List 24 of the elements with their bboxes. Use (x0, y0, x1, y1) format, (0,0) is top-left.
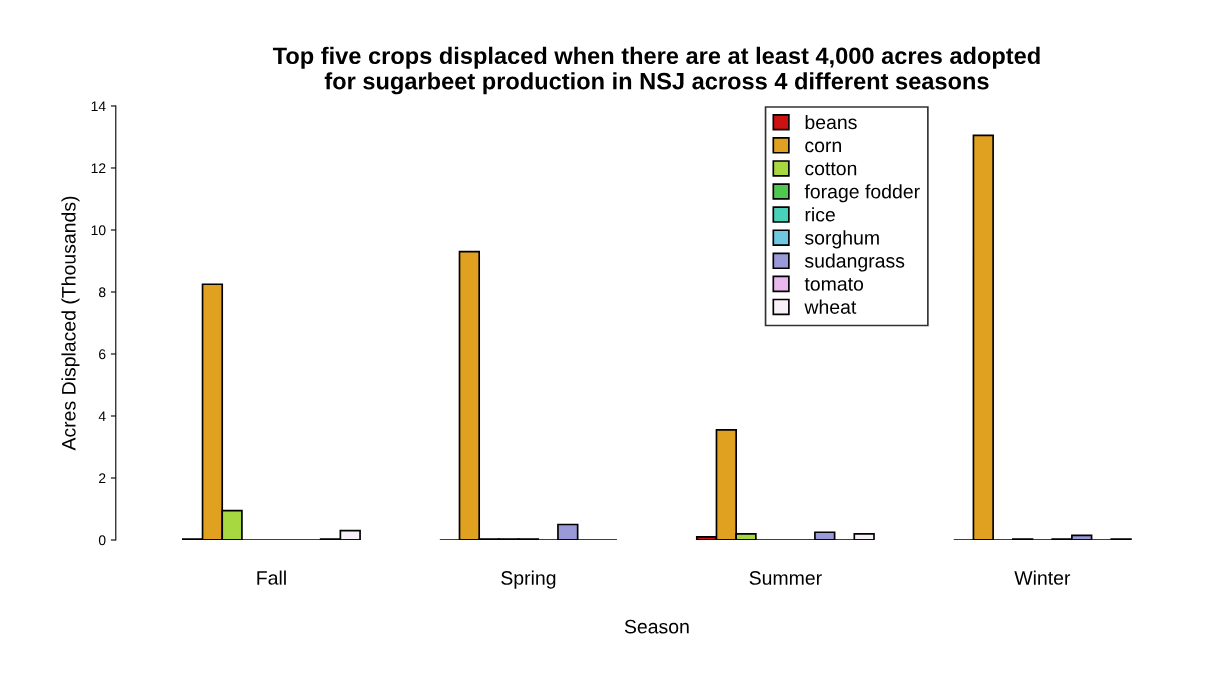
y-tick-label: 8 (98, 287, 106, 298)
x-tick-label: Summer (749, 571, 822, 585)
y-tick-label: 2 (99, 473, 106, 484)
y-tick-label: 12 (91, 163, 106, 174)
y-tick-label: 14 (91, 101, 106, 112)
y-tick-label: 10 (91, 225, 106, 236)
legend-label: tomato (804, 278, 864, 291)
legend-label: corn (805, 141, 841, 153)
x-tick-label: Winter (1014, 570, 1071, 585)
legend-label: forage fodder (804, 184, 920, 203)
x-tick-label: Fall (257, 570, 286, 585)
legend-label: cotton (805, 162, 857, 176)
y-axis-title: Acres Displaced (Thousands) (61, 196, 80, 451)
chart-title: Top five crops displaced when there are at least 4,000 acres adopted for sugarbeet production in NSJ across 4 different seasons (272, 46, 1040, 95)
y-tick-label: 6 (99, 349, 106, 360)
legend-label: sorghum (804, 230, 879, 249)
x-axis-title: Season (624, 619, 689, 634)
legend-label: sudangrass (804, 253, 905, 272)
legend-label: rice (805, 207, 835, 222)
x-tick-label: Spring (501, 570, 556, 589)
y-tick-label: 4 (98, 411, 106, 422)
legend-label: beans (805, 114, 857, 130)
y-tick-label: 0 (98, 535, 106, 546)
legend-label: wheat (804, 299, 857, 314)
